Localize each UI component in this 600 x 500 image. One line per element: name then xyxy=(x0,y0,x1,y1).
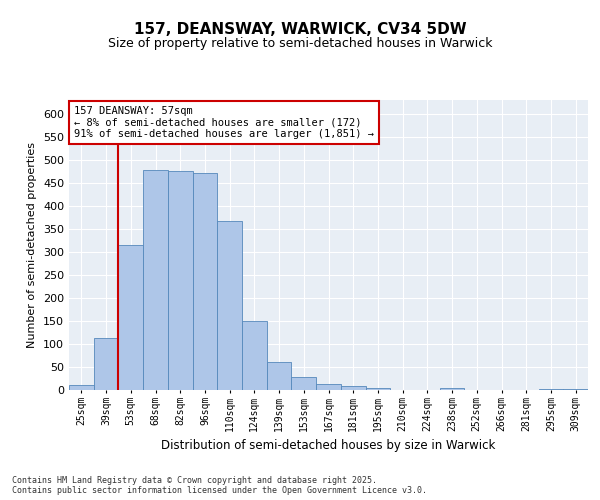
Bar xyxy=(563,389,588,390)
X-axis label: Distribution of semi-detached houses by size in Warwick: Distribution of semi-detached houses by … xyxy=(161,439,496,452)
Bar xyxy=(193,172,217,390)
Text: 157, DEANSWAY, WARWICK, CV34 5DW: 157, DEANSWAY, WARWICK, CV34 5DW xyxy=(134,22,466,38)
Bar xyxy=(217,220,242,390)
Bar xyxy=(316,384,341,390)
Bar xyxy=(365,388,390,390)
Bar xyxy=(341,386,365,390)
Bar xyxy=(539,388,563,390)
Bar xyxy=(440,388,464,390)
Bar xyxy=(118,245,143,390)
Bar xyxy=(168,172,193,390)
Bar xyxy=(292,377,316,390)
Text: Size of property relative to semi-detached houses in Warwick: Size of property relative to semi-detach… xyxy=(108,38,492,51)
Text: 157 DEANSWAY: 57sqm
← 8% of semi-detached houses are smaller (172)
91% of semi-d: 157 DEANSWAY: 57sqm ← 8% of semi-detache… xyxy=(74,106,374,139)
Bar xyxy=(242,321,267,390)
Bar xyxy=(267,362,292,390)
Bar xyxy=(69,386,94,390)
Bar xyxy=(94,338,118,390)
Text: Contains HM Land Registry data © Crown copyright and database right 2025.
Contai: Contains HM Land Registry data © Crown c… xyxy=(12,476,427,495)
Bar xyxy=(143,170,168,390)
Y-axis label: Number of semi-detached properties: Number of semi-detached properties xyxy=(28,142,37,348)
